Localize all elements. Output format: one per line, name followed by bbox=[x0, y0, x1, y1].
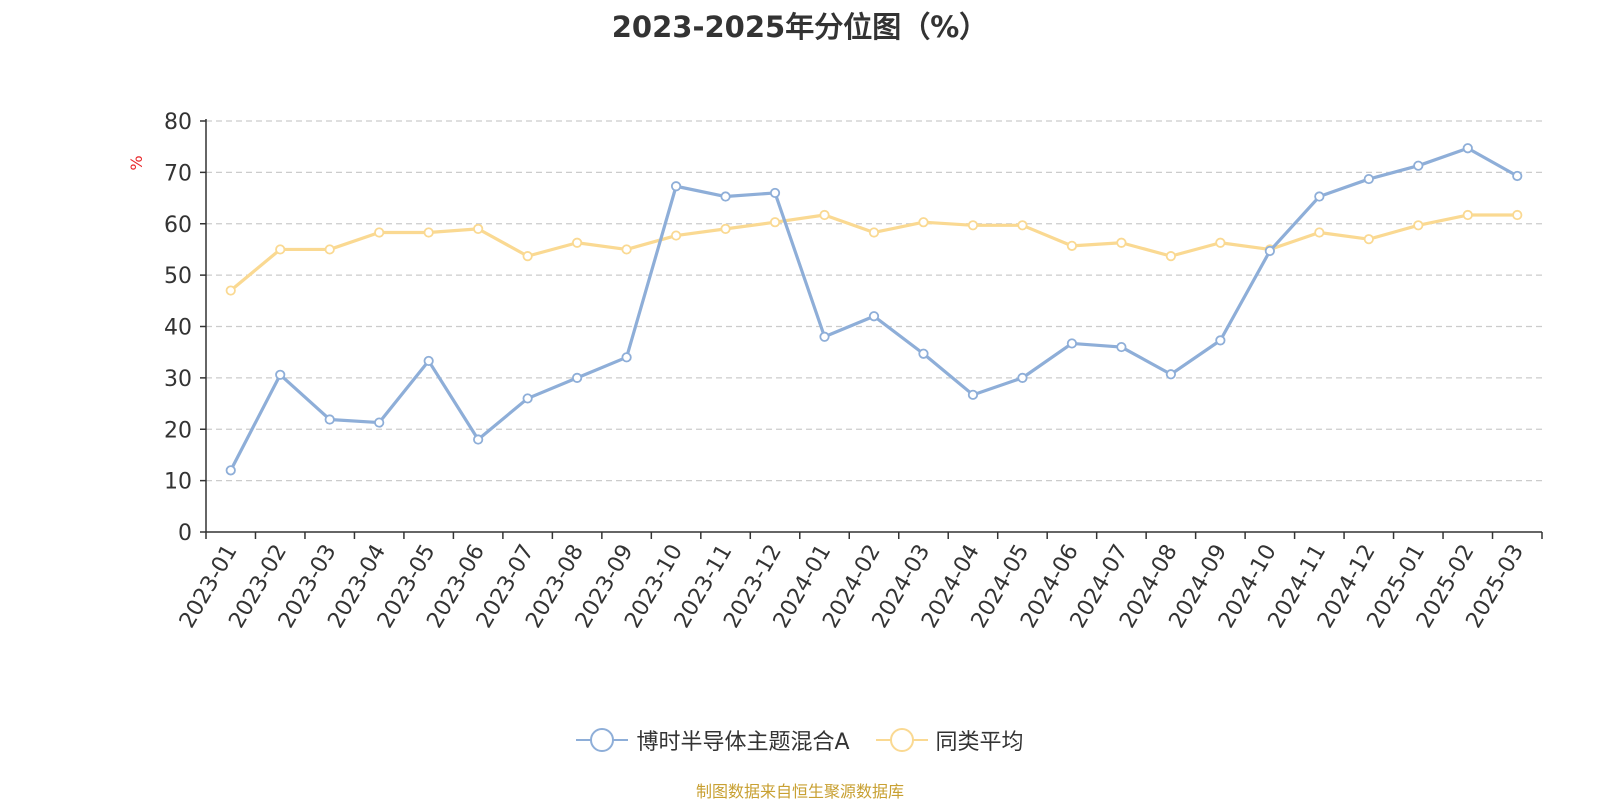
series-1-point[interactable] bbox=[1116, 341, 1127, 353]
series-2-point[interactable] bbox=[1314, 227, 1325, 238]
y-tick-label: 0 bbox=[178, 521, 192, 546]
legend-item-series-1[interactable]: 博时半导体主题混合A bbox=[576, 724, 850, 756]
series-2-point[interactable] bbox=[720, 223, 731, 234]
legend-label: 博时半导体主题混合A bbox=[636, 730, 850, 755]
legend-line-marker-icon bbox=[875, 728, 928, 752]
y-tick-label: 20 bbox=[164, 418, 192, 443]
series-2-point[interactable] bbox=[522, 251, 533, 262]
y-tick-label: 60 bbox=[164, 213, 192, 238]
series-2-point[interactable] bbox=[1017, 220, 1028, 231]
y-axis: 0 10 20 30 40 50 60 70 80 bbox=[164, 110, 207, 546]
y-tick-label: 70 bbox=[164, 161, 192, 186]
y-tick-label: 80 bbox=[164, 110, 192, 135]
series-1-point[interactable] bbox=[720, 191, 731, 202]
y-tick-label: 50 bbox=[164, 264, 192, 289]
series-2-point[interactable] bbox=[967, 220, 979, 231]
y-tick-label: 30 bbox=[164, 367, 192, 392]
series-1-point[interactable] bbox=[1165, 369, 1176, 380]
series-2-point[interactable] bbox=[275, 244, 286, 255]
legend-line-marker-icon bbox=[576, 728, 629, 752]
series-2-point[interactable] bbox=[670, 230, 682, 241]
series-1-point[interactable] bbox=[225, 465, 236, 476]
series-line-2 bbox=[229, 213, 1518, 292]
series-1-point[interactable] bbox=[1066, 338, 1078, 349]
series-2-point[interactable] bbox=[1413, 220, 1424, 231]
series-1-point[interactable] bbox=[374, 417, 385, 428]
legend-label: 同类平均 bbox=[935, 730, 1024, 755]
series-2-point[interactable] bbox=[819, 209, 830, 221]
series-2-point[interactable] bbox=[473, 223, 484, 234]
series-1-point[interactable] bbox=[1215, 335, 1226, 346]
grid-lines bbox=[206, 120, 1542, 482]
y-tick-label: 10 bbox=[164, 470, 192, 495]
series-1-point[interactable] bbox=[621, 352, 632, 363]
series-1-point[interactable] bbox=[918, 348, 929, 359]
series-2-point[interactable] bbox=[621, 244, 632, 255]
series-1-point[interactable] bbox=[1017, 372, 1028, 383]
series-1-point[interactable] bbox=[324, 414, 335, 425]
source-note: 制图数据来自恒生聚源数据库 bbox=[695, 782, 904, 801]
series-2-point[interactable] bbox=[1116, 237, 1127, 248]
x-axis: 2023-012023-022023-032023-042023-052023-… bbox=[175, 531, 1543, 632]
legend: 博时半导体主题混合A 同类平均 bbox=[0, 722, 1600, 758]
series-1-point[interactable] bbox=[423, 355, 434, 367]
series-layer bbox=[225, 143, 1523, 476]
series-1-point[interactable] bbox=[769, 187, 781, 199]
series-1-point[interactable] bbox=[1264, 245, 1275, 257]
series-1-point[interactable] bbox=[572, 372, 583, 383]
series-2-point[interactable] bbox=[1462, 209, 1473, 221]
series-2-point[interactable] bbox=[1215, 237, 1226, 248]
y-tick-label: 40 bbox=[164, 316, 192, 341]
series-1-point[interactable] bbox=[670, 181, 682, 192]
series-1-point[interactable] bbox=[1363, 173, 1374, 185]
chart-title: 2023-2025年分位图（%） bbox=[611, 10, 989, 44]
series-2-point[interactable] bbox=[1165, 251, 1176, 262]
series-1-point[interactable] bbox=[1462, 143, 1473, 154]
series-2-point[interactable] bbox=[423, 227, 434, 238]
series-2-point[interactable] bbox=[1512, 209, 1523, 221]
series-2-point[interactable] bbox=[868, 227, 880, 238]
series-1-point[interactable] bbox=[967, 389, 979, 400]
series-2-point[interactable] bbox=[324, 244, 335, 255]
series-2-point[interactable] bbox=[769, 217, 781, 228]
y-axis-label: % bbox=[127, 155, 146, 170]
series-2-point[interactable] bbox=[918, 217, 929, 228]
series-1-point[interactable] bbox=[473, 434, 484, 445]
series-1-point[interactable] bbox=[819, 331, 830, 342]
series-1-point[interactable] bbox=[522, 393, 533, 404]
series-1-point[interactable] bbox=[1512, 170, 1523, 182]
series-1-point[interactable] bbox=[1314, 191, 1325, 202]
series-2-point[interactable] bbox=[572, 237, 583, 248]
series-1-point[interactable] bbox=[868, 311, 880, 322]
series-1-point[interactable] bbox=[275, 369, 286, 380]
series-1-point[interactable] bbox=[1413, 160, 1424, 171]
legend-item-series-2[interactable]: 同类平均 bbox=[875, 724, 1024, 756]
series-2-point[interactable] bbox=[1363, 234, 1374, 245]
series-2-point[interactable] bbox=[225, 285, 236, 296]
series-2-point[interactable] bbox=[1066, 240, 1078, 251]
series-2-point[interactable] bbox=[374, 227, 385, 238]
